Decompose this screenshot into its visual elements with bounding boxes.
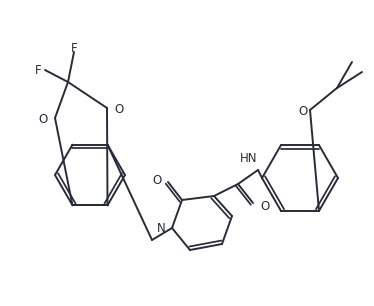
Text: O: O — [114, 103, 123, 115]
Text: F: F — [71, 42, 77, 54]
Text: O: O — [299, 105, 308, 118]
Text: O: O — [260, 200, 269, 212]
Text: HN: HN — [239, 152, 257, 165]
Text: O: O — [153, 174, 162, 186]
Text: F: F — [34, 64, 41, 76]
Text: N: N — [157, 222, 166, 234]
Text: O: O — [39, 113, 48, 125]
